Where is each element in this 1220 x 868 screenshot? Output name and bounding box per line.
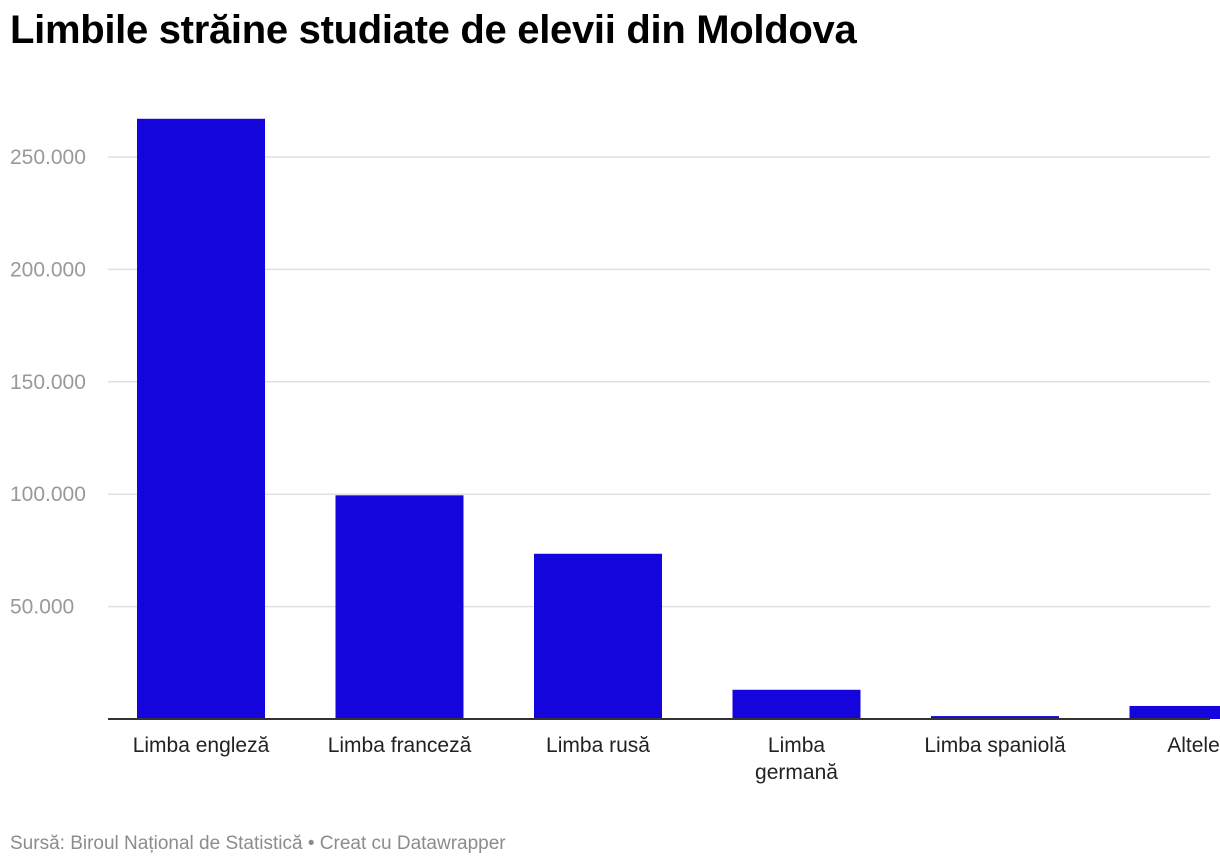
y-tick-label: 50.000 [10, 596, 74, 619]
x-category-label: Altele [1167, 734, 1220, 757]
datawrapper-credit-link[interactable]: Creat cu Datawrapper [319, 833, 506, 854]
y-gridlines [108, 156, 1210, 608]
y-tick-label: 250.000 [10, 146, 86, 169]
y-tick-label: 100.000 [10, 483, 86, 506]
x-category-label: Limba franceză [328, 734, 472, 757]
bar-chart: 50.000 100.000 150.000 200.000 250.000 Limba… [10, 118, 1220, 784]
bar [335, 495, 464, 719]
x-category-label: Limba spaniolă [924, 734, 1066, 757]
bar [931, 716, 1059, 719]
y-tick-labels: 50.000 100.000 150.000 200.000 250.000 [10, 146, 86, 619]
chart-footer: Sursă: Biroul Național de Statistică • C… [10, 833, 506, 855]
bar [1129, 705, 1220, 719]
x-category-labels: Limba engleză Limba franceză Limba rusă Lim… [133, 734, 1220, 784]
bar [137, 118, 265, 719]
footer-separator: • [302, 833, 320, 854]
chart-title: Limbile străine studiate de elevii din M… [10, 8, 857, 52]
y-tick-label: 200.000 [10, 258, 86, 281]
x-category-label: Limba germană [755, 734, 838, 784]
bar [534, 553, 662, 719]
bars [137, 118, 1220, 719]
x-category-label: Limba rusă [546, 734, 650, 757]
y-tick-label: 150.000 [10, 371, 86, 394]
bar [732, 689, 861, 719]
x-category-label: Limba engleză [133, 734, 270, 757]
source-note: Sursă: Biroul Național de Statistică [10, 833, 303, 854]
